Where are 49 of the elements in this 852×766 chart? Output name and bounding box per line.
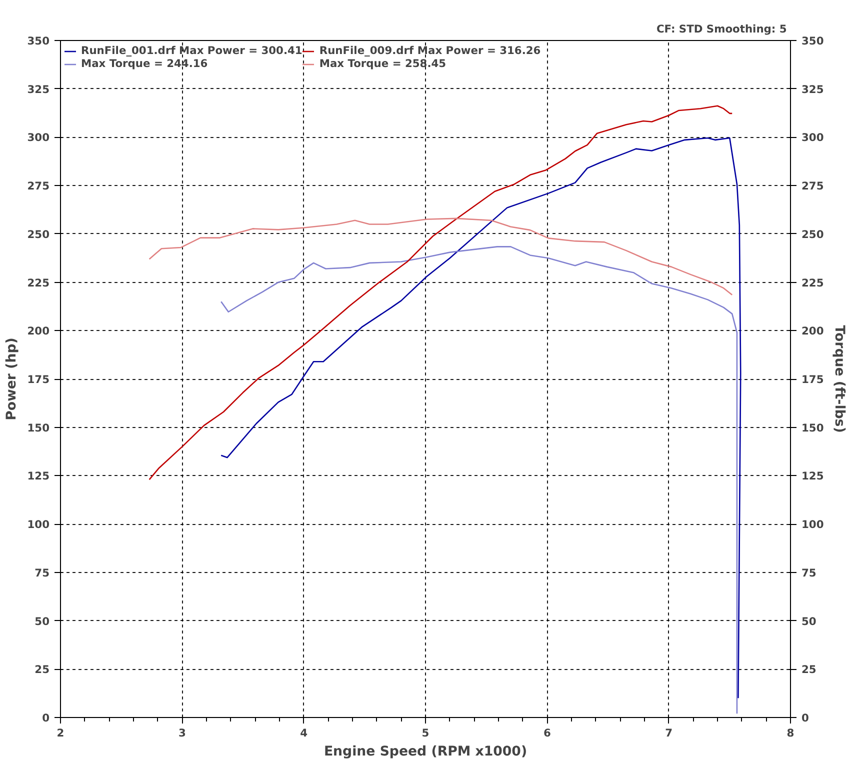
x-axis-title: Engine Speed (RPM x1000) bbox=[324, 744, 528, 760]
y2-tick-label: 225 bbox=[802, 276, 824, 290]
y2-tick-label: 325 bbox=[802, 82, 824, 96]
y-tick-label: 0 bbox=[42, 712, 50, 724]
y2-axis-title: Torque (ft-lbs) bbox=[832, 325, 847, 433]
legend-label: Max Torque = 258.45 bbox=[319, 57, 446, 70]
y-tick-label: 275 bbox=[27, 180, 50, 193]
y-tick-label: 50 bbox=[34, 614, 50, 628]
y2-tick-label: 50 bbox=[802, 614, 816, 628]
y-tick-label: 250 bbox=[27, 228, 50, 241]
x-tick-label: 4 bbox=[300, 726, 308, 740]
y-tick-label: 175 bbox=[27, 373, 50, 386]
line-series bbox=[148, 218, 733, 296]
line-series bbox=[220, 137, 742, 699]
y2-tick-label: 25 bbox=[802, 663, 816, 676]
y2-tick-label: 0 bbox=[802, 712, 809, 724]
y-tick-label: 225 bbox=[27, 276, 50, 290]
x-tick-label: 2 bbox=[56, 726, 64, 740]
y-tick-label: 300 bbox=[27, 131, 50, 144]
y-tick-label: 350 bbox=[27, 34, 50, 48]
y2-tick-label: 350 bbox=[802, 34, 824, 48]
line-series bbox=[148, 105, 733, 480]
y2-tick-label: 200 bbox=[802, 324, 824, 338]
y2-tick-label: 100 bbox=[802, 518, 824, 532]
y2-tick-label: 75 bbox=[802, 566, 816, 580]
legend-label: RunFile_009.drf Max Power = 316.26 bbox=[319, 44, 541, 57]
legend-label: Max Torque = 244.16 bbox=[81, 57, 208, 70]
line-series bbox=[220, 246, 738, 714]
y-tick-label: 125 bbox=[27, 470, 50, 483]
y-tick-label: 200 bbox=[27, 324, 50, 338]
y-tick-label: 75 bbox=[34, 566, 50, 580]
text: CF: STD Smoothing: 5 bbox=[656, 22, 787, 36]
y2-tick-label: 175 bbox=[802, 373, 824, 386]
y-tick-label: 325 bbox=[27, 82, 50, 96]
x-tick-label: 3 bbox=[178, 726, 186, 740]
y-tick-label: 100 bbox=[27, 518, 50, 532]
x-tick-label: 6 bbox=[543, 726, 551, 740]
y2-tick-label: 300 bbox=[802, 131, 824, 144]
y2-tick-label: 275 bbox=[802, 180, 824, 193]
y-tick-label: 150 bbox=[27, 421, 50, 434]
x-tick-label: 7 bbox=[665, 726, 673, 740]
x-tick-label: 5 bbox=[422, 726, 430, 740]
y2-tick-label: 150 bbox=[802, 421, 824, 434]
y2-tick-label: 125 bbox=[802, 470, 824, 483]
x-tick-label: 8 bbox=[786, 726, 794, 740]
y-axis-title: Power (hp) bbox=[4, 338, 20, 420]
y-tick-label: 25 bbox=[34, 663, 50, 676]
legend-label: RunFile_001.drf Max Power = 300.41 bbox=[81, 44, 302, 57]
y2-tick-label: 250 bbox=[802, 228, 824, 241]
